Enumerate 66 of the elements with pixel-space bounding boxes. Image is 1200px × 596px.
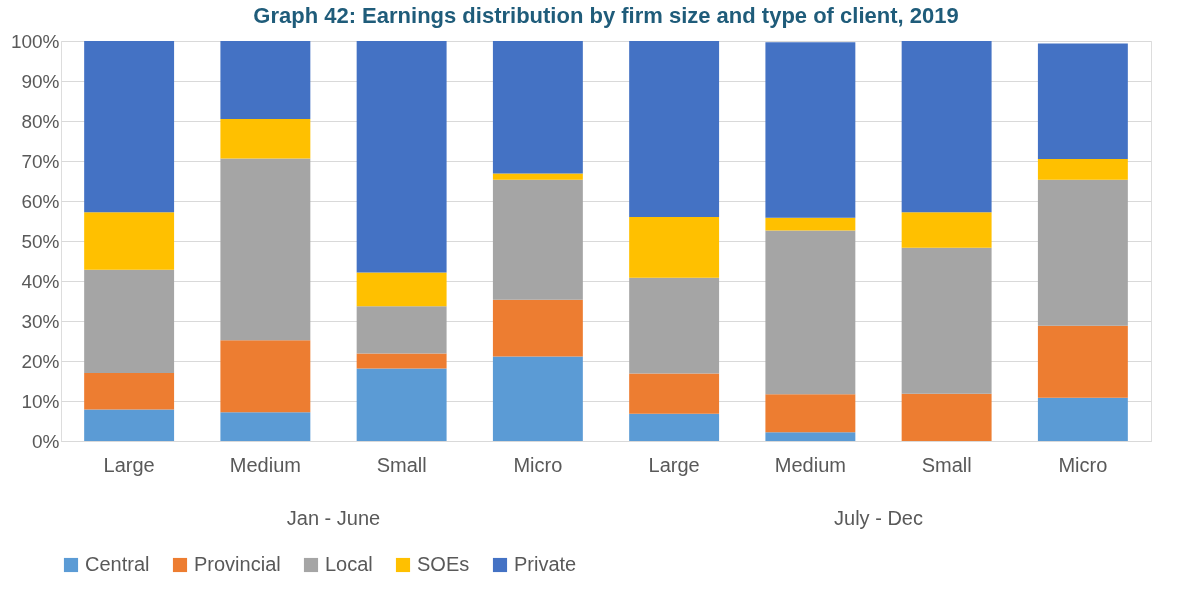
y-tick-label: 80% bbox=[21, 110, 60, 132]
x-tick-label: Large bbox=[648, 453, 700, 476]
bar bbox=[220, 412, 311, 441]
bar bbox=[356, 272, 447, 307]
bar bbox=[492, 356, 583, 441]
bar bbox=[1037, 179, 1128, 326]
bar bbox=[765, 217, 856, 231]
bar bbox=[901, 41, 992, 213]
y-tick-label: 90% bbox=[21, 70, 60, 92]
bar bbox=[765, 230, 856, 395]
x-tick-label: Small bbox=[921, 453, 972, 476]
bar bbox=[220, 158, 311, 341]
legend-label: Private bbox=[514, 553, 577, 575]
bar bbox=[901, 247, 992, 394]
bar bbox=[220, 41, 311, 119]
bar bbox=[356, 368, 447, 441]
bar bbox=[1037, 325, 1128, 398]
y-tick-label: 30% bbox=[21, 310, 60, 332]
bar bbox=[1037, 397, 1128, 441]
legend-label: Provincial bbox=[194, 553, 281, 575]
bar bbox=[84, 41, 175, 213]
bar bbox=[492, 41, 583, 174]
bar bbox=[765, 432, 856, 441]
y-tick-label: 100% bbox=[10, 30, 60, 52]
bar bbox=[765, 394, 856, 433]
y-tick-label: 20% bbox=[21, 350, 60, 372]
bar bbox=[356, 306, 447, 354]
text: Jan - June bbox=[286, 507, 381, 529]
y-tick-label: 70% bbox=[21, 150, 60, 172]
bar bbox=[629, 413, 720, 441]
bar bbox=[629, 41, 720, 217]
x-tick-label: Medium bbox=[229, 453, 301, 476]
bar bbox=[901, 212, 992, 248]
bar bbox=[629, 217, 720, 278]
bar bbox=[220, 340, 311, 413]
bar bbox=[1037, 159, 1128, 180]
x-tick-label: Medium bbox=[774, 453, 846, 476]
bar bbox=[84, 373, 175, 410]
x-tick-label: Micro bbox=[513, 453, 563, 476]
bar bbox=[492, 173, 583, 180]
bar bbox=[901, 393, 992, 441]
y-tick-label: 0% bbox=[32, 430, 60, 452]
x-tick-label: Small bbox=[376, 453, 427, 476]
bar bbox=[84, 212, 175, 270]
x-tick-label: Micro bbox=[1058, 453, 1108, 476]
bar bbox=[84, 409, 175, 441]
y-tick-label: 40% bbox=[21, 270, 60, 292]
x-tick-label: Large bbox=[103, 453, 155, 476]
legend-label: Local bbox=[325, 553, 373, 575]
text: July - Dec bbox=[834, 507, 923, 529]
bar bbox=[84, 269, 175, 373]
bar bbox=[356, 353, 447, 369]
bar bbox=[492, 179, 583, 300]
bar bbox=[1037, 43, 1128, 159]
bar bbox=[220, 119, 311, 159]
bar bbox=[629, 277, 720, 374]
bar bbox=[492, 299, 583, 357]
bar bbox=[765, 42, 856, 218]
legend-label: SOEs bbox=[417, 553, 470, 575]
legend-label: Central bbox=[85, 553, 150, 575]
y-tick-label: 50% bbox=[21, 230, 60, 252]
y-tick-label: 10% bbox=[21, 390, 60, 412]
y-tick-label: 60% bbox=[21, 190, 60, 212]
chart-title: Graph 42: Earnings distribution by firm size and type of client, 2019 bbox=[253, 3, 959, 28]
bar bbox=[629, 373, 720, 414]
bar bbox=[356, 41, 447, 273]
